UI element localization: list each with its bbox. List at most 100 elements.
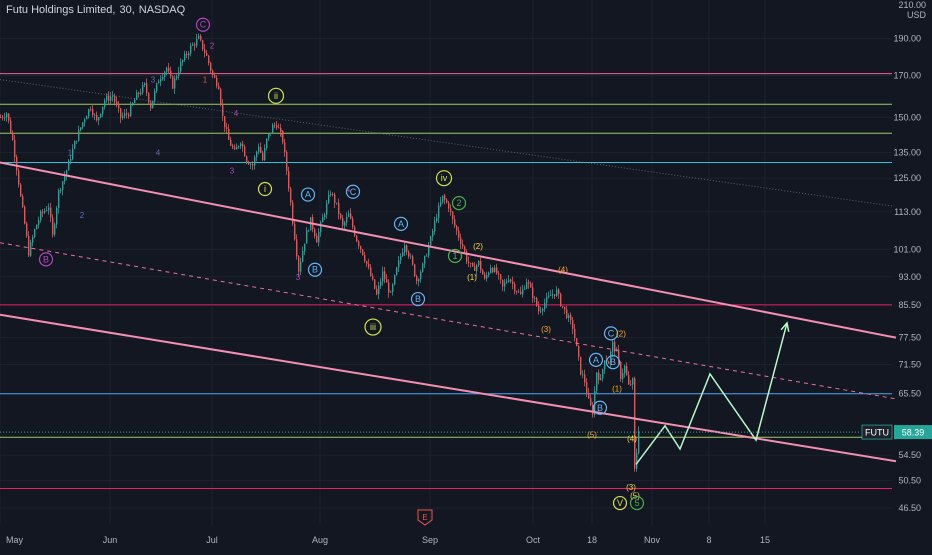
candle-body xyxy=(398,260,400,268)
wave-label: (3) xyxy=(626,483,636,492)
candle-body xyxy=(444,195,446,200)
event-flag xyxy=(417,509,433,526)
candle-body xyxy=(244,146,246,157)
candle-body xyxy=(264,148,266,161)
candle-body xyxy=(60,189,62,191)
wave-label: (4) xyxy=(627,434,637,443)
price-axis[interactable]: 190.00 170.00 150.00 135.00 125.00 113.00 101.… xyxy=(893,34,921,514)
candle-body xyxy=(348,213,350,217)
price-tick-label: 77.50 xyxy=(898,333,921,343)
wave-label-circle xyxy=(447,248,463,264)
candle-body xyxy=(452,211,454,220)
candle-body xyxy=(346,216,348,223)
candle-body xyxy=(234,147,236,150)
candle-body xyxy=(524,288,526,290)
candle-body xyxy=(58,190,60,209)
price-tick-label: 113.00 xyxy=(894,207,921,217)
candle-body xyxy=(534,298,536,299)
candle-body xyxy=(160,79,162,82)
candle-body xyxy=(376,288,378,295)
candle-body xyxy=(454,219,456,226)
candle-body xyxy=(268,133,270,139)
wave-label: B xyxy=(597,403,603,413)
candle-body xyxy=(46,210,48,211)
candle-body xyxy=(230,139,232,146)
candle-body xyxy=(470,262,472,264)
candle-body xyxy=(594,390,596,415)
candle-body xyxy=(140,92,142,95)
wave-label-circle xyxy=(364,318,382,336)
candle-body xyxy=(462,244,464,247)
candle-body xyxy=(590,398,592,405)
candle-body xyxy=(608,361,610,364)
candle-body xyxy=(26,223,28,236)
candle-body xyxy=(218,85,220,90)
candle-body xyxy=(90,109,92,110)
candle-body xyxy=(62,181,64,190)
candle-body xyxy=(166,67,168,72)
candle-body xyxy=(300,261,302,272)
top-cut-label: 210.00 xyxy=(898,0,926,10)
wave-label: 2 xyxy=(280,129,285,138)
candle-body xyxy=(228,128,230,140)
candle-body xyxy=(150,102,152,109)
wave-label: A xyxy=(305,190,311,200)
candle-body xyxy=(252,164,254,166)
candle-body xyxy=(468,261,470,263)
candle-body xyxy=(222,104,224,117)
candle-body xyxy=(122,115,124,118)
candle-body xyxy=(332,194,334,195)
candle-body xyxy=(344,222,346,226)
candle-body xyxy=(582,374,584,376)
wave-label-circle xyxy=(195,17,211,32)
candle-body xyxy=(86,116,88,120)
price-tick-label: 170.00 xyxy=(893,71,921,81)
candle-body xyxy=(496,267,498,274)
candle-body xyxy=(138,92,140,95)
earnings-event-marker[interactable]: E xyxy=(417,509,433,526)
candle-body xyxy=(84,119,86,123)
candle-body xyxy=(6,113,8,118)
candle-body xyxy=(96,114,98,121)
candle-body xyxy=(596,372,598,391)
candle-body xyxy=(208,55,210,64)
candle-body xyxy=(116,101,118,105)
candle-body xyxy=(130,105,132,117)
candle-body xyxy=(362,249,364,255)
wave-label: 4 xyxy=(234,109,239,118)
candle-body xyxy=(456,225,458,231)
candle-body xyxy=(562,306,564,307)
candle-body xyxy=(476,265,478,271)
candle-body xyxy=(18,170,20,185)
candle-body xyxy=(560,293,562,307)
candle-body xyxy=(366,261,368,264)
candle-body xyxy=(564,306,566,310)
channel-lines[interactable] xyxy=(0,161,897,463)
candle-body xyxy=(106,96,108,101)
candle-body xyxy=(592,404,594,415)
candle-body xyxy=(142,85,144,93)
candle-body xyxy=(38,220,40,225)
candle-body xyxy=(134,99,136,103)
candle-body xyxy=(506,281,508,283)
candle-body xyxy=(338,202,340,215)
candle-body xyxy=(316,235,318,243)
ticker-tag xyxy=(861,424,893,440)
candle-body xyxy=(76,140,78,142)
time-axis[interactable]: May Jun Jul Aug Sep Oct 18 Nov 8 15 xyxy=(6,535,770,545)
candle-body xyxy=(390,291,392,293)
wave-label: (1) xyxy=(467,273,477,282)
candle-body xyxy=(48,207,50,211)
wave-label: 1 xyxy=(203,76,208,85)
time-tick-label: Aug xyxy=(312,535,328,545)
candle-body xyxy=(538,305,540,312)
candle-body xyxy=(158,81,160,84)
candle-body xyxy=(542,308,544,311)
candle-body xyxy=(378,285,380,295)
wave-label: 1 xyxy=(68,148,73,157)
price-tick-label: 85.50 xyxy=(898,300,921,310)
candle-body xyxy=(126,113,128,115)
candle-body xyxy=(110,96,112,101)
